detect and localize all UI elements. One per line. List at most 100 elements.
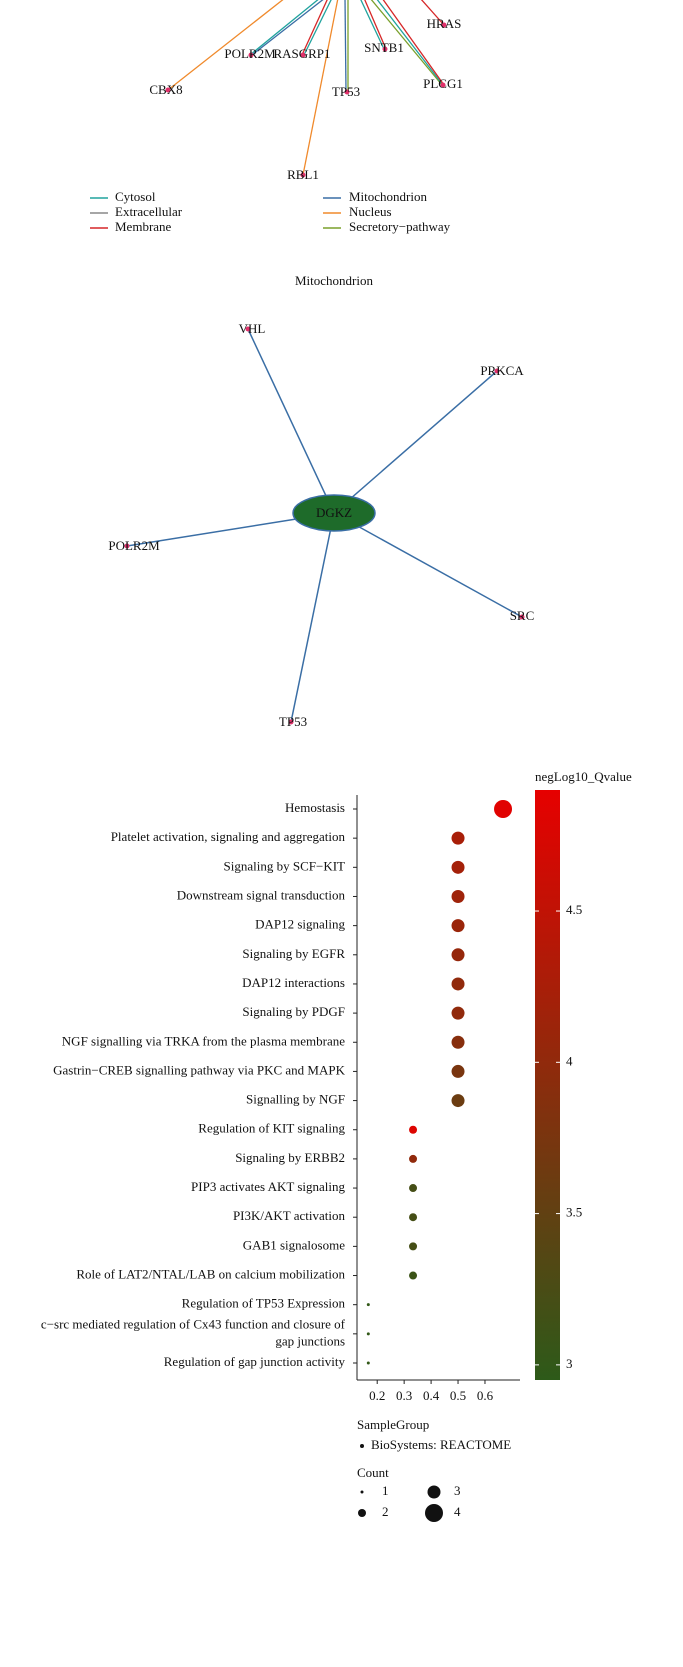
y-tick-label: Signalling by NGF xyxy=(246,1092,345,1107)
node-label: CBX8 xyxy=(149,82,182,97)
dot xyxy=(409,1213,418,1222)
size-key xyxy=(427,1485,441,1499)
y-tick-label: Regulation of gap junction activity xyxy=(164,1354,346,1369)
node xyxy=(344,89,350,95)
node xyxy=(300,172,306,178)
node-label: PRKCA xyxy=(480,363,524,378)
node-label: RASGRP1 xyxy=(273,46,330,61)
x-tick-label: 0.5 xyxy=(450,1388,466,1403)
colorbar-tick-label: 3.5 xyxy=(566,1205,582,1220)
legend-label: Nucleus xyxy=(349,204,392,219)
size-key xyxy=(358,1509,366,1517)
dot xyxy=(409,1154,418,1163)
edge xyxy=(382,0,445,86)
dot xyxy=(409,1184,418,1193)
edge xyxy=(360,0,385,50)
size-label: 2 xyxy=(382,1504,389,1519)
node xyxy=(382,46,388,52)
edge xyxy=(302,0,339,176)
y-tick-label: Downstream signal transduction xyxy=(177,887,346,902)
next-panel-title: negLog10_Qvalue xyxy=(482,1664,579,1667)
node xyxy=(519,614,525,620)
y-tick-label: Gastrin−CREB signalling pathway via PKC … xyxy=(53,1062,345,1077)
y-tick-label: Role of LAT2/NTAL/LAB on calcium mobiliz… xyxy=(76,1267,345,1282)
edge xyxy=(303,0,332,56)
edge xyxy=(333,370,498,514)
dot xyxy=(494,800,513,818)
size-label: 4 xyxy=(454,1504,461,1519)
y-tick-label: PI3K/AKT activation xyxy=(233,1208,346,1223)
x-tick-label: 0.4 xyxy=(423,1388,440,1403)
node-label: SNTB1 xyxy=(364,40,404,55)
y-tick-label: Signaling by EGFR xyxy=(242,946,345,961)
edge xyxy=(420,0,445,26)
edge xyxy=(249,0,319,56)
size-key xyxy=(360,1490,364,1494)
colorbar-tick-label: 3 xyxy=(566,1356,573,1371)
edge xyxy=(247,328,335,514)
node-label: TP53 xyxy=(332,84,360,99)
node xyxy=(441,22,447,28)
dot xyxy=(366,1303,370,1307)
node-label: RBL1 xyxy=(287,167,319,182)
dot xyxy=(409,1271,418,1280)
node xyxy=(494,368,500,374)
node xyxy=(288,719,294,725)
node xyxy=(165,87,171,93)
legend-title: Count xyxy=(357,1465,389,1480)
edge xyxy=(167,0,284,91)
node-label: POLR2M xyxy=(108,538,160,553)
y-tick-label: Platelet activation, signaling and aggre… xyxy=(111,829,346,844)
network-title: Mitochondrion xyxy=(295,273,373,288)
dot xyxy=(451,1094,465,1108)
dot xyxy=(451,860,465,874)
legend-label: Membrane xyxy=(115,219,172,234)
y-tick-label: NGF signalling via TRKA from the plasma … xyxy=(62,1033,345,1048)
node-label: VHL xyxy=(239,321,266,336)
colorbar-title: negLog10_Qvalue xyxy=(535,769,632,784)
y-tick-label: Signaling by SCF−KIT xyxy=(224,858,346,873)
y-tick-label: DAP12 interactions xyxy=(242,975,345,990)
node-label: POLR2M xyxy=(224,46,276,61)
dot xyxy=(451,1006,465,1020)
dot xyxy=(451,1035,465,1049)
size-label: 1 xyxy=(382,1483,389,1498)
edge xyxy=(364,0,387,50)
edge xyxy=(370,0,443,86)
dot xyxy=(451,889,465,903)
node-label: SRC xyxy=(510,608,535,623)
y-tick-label: GAB1 signalosome xyxy=(243,1237,345,1252)
y-tick-label: Regulation of TP53 Expression xyxy=(182,1296,346,1311)
x-tick-label: 0.3 xyxy=(396,1388,412,1403)
legend-label: Cytosol xyxy=(115,189,156,204)
legend-label: Extracellular xyxy=(115,204,183,219)
legend-title: SampleGroup xyxy=(357,1417,429,1432)
dot xyxy=(451,948,465,962)
legend-label: Secretory−pathway xyxy=(349,219,451,234)
x-tick-label: 0.6 xyxy=(477,1388,494,1403)
legend-label: Mitochondrion xyxy=(349,189,427,204)
node-label: HRAS xyxy=(427,16,462,31)
dot xyxy=(451,1064,465,1078)
node xyxy=(440,82,446,88)
node xyxy=(300,52,306,58)
edge xyxy=(344,0,347,93)
top-network-node-dots xyxy=(165,22,447,178)
x-tick-label: 0.2 xyxy=(369,1388,385,1403)
colorbar xyxy=(535,790,560,1380)
edge xyxy=(301,0,328,56)
node-label: PLCG1 xyxy=(423,76,463,91)
dot xyxy=(451,831,465,845)
dot xyxy=(451,977,465,991)
center-node xyxy=(292,494,376,532)
y-tick-label: c−src mediated regulation of Cx43 functi… xyxy=(41,1316,346,1348)
colorbar-tick-label: 4.5 xyxy=(566,902,582,917)
y-tick-label: Regulation of KIT signaling xyxy=(198,1121,345,1136)
edge xyxy=(376,0,444,86)
y-tick-label: DAP12 signaling xyxy=(255,917,345,932)
node xyxy=(124,543,130,549)
dot xyxy=(451,919,465,933)
dot xyxy=(366,1332,370,1336)
